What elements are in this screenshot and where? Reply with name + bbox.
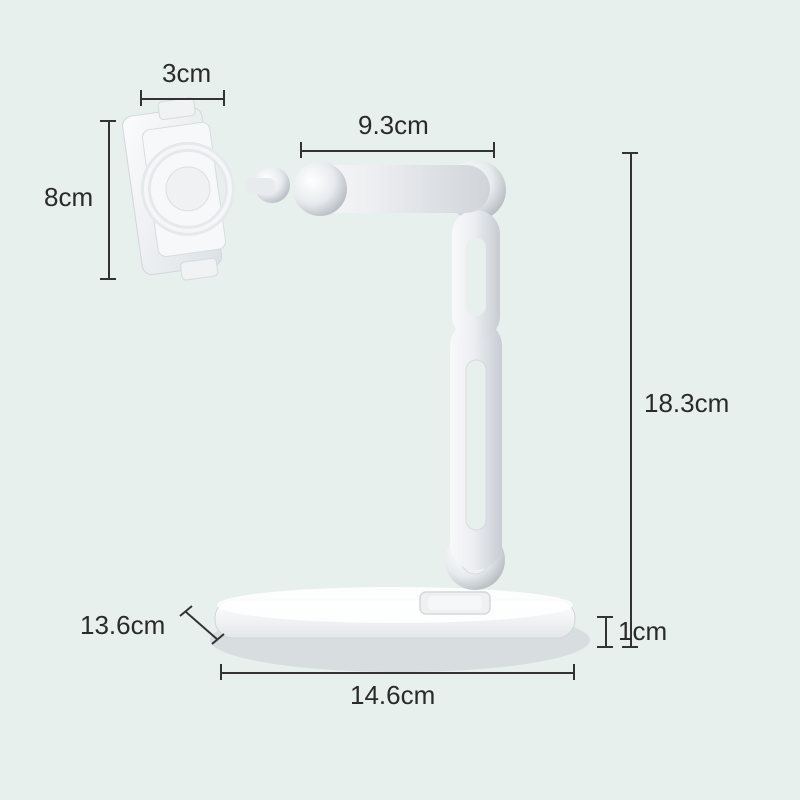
- dim-tick: [622, 152, 638, 154]
- dim-label-base-thickness: 1cm: [618, 616, 667, 647]
- dim-line-holder-width: [140, 98, 225, 100]
- dim-tick: [140, 90, 142, 106]
- dim-tick: [220, 664, 222, 680]
- dim-label-base-width: 14.6cm: [350, 680, 435, 711]
- dim-label-holder-height: 8cm: [44, 182, 93, 213]
- dim-tick: [300, 142, 302, 158]
- dim-tick: [597, 616, 613, 618]
- dim-line-holder-height: [108, 120, 110, 280]
- dim-label-base-depth: 13.6cm: [80, 610, 165, 641]
- dim-tick: [100, 278, 116, 280]
- dim-tick: [573, 664, 575, 680]
- dim-line-base-width: [220, 672, 575, 674]
- dim-tick: [493, 142, 495, 158]
- dim-line-base-depth: [178, 604, 238, 654]
- dim-line-top-arm: [300, 150, 495, 152]
- dim-line-base-thickness: [605, 616, 607, 648]
- dimension-diagram: 3cm 8cm 9.3cm 18.3cm 13.6cm 1cm 14.6cm: [0, 0, 800, 800]
- dim-label-holder-width: 3cm: [162, 58, 211, 89]
- dim-line-total-height: [630, 152, 632, 648]
- dim-tick: [597, 646, 613, 648]
- dim-label-total-height: 18.3cm: [644, 388, 729, 419]
- dim-tick: [223, 90, 225, 106]
- dim-label-top-arm: 9.3cm: [358, 110, 429, 141]
- dim-tick: [100, 120, 116, 122]
